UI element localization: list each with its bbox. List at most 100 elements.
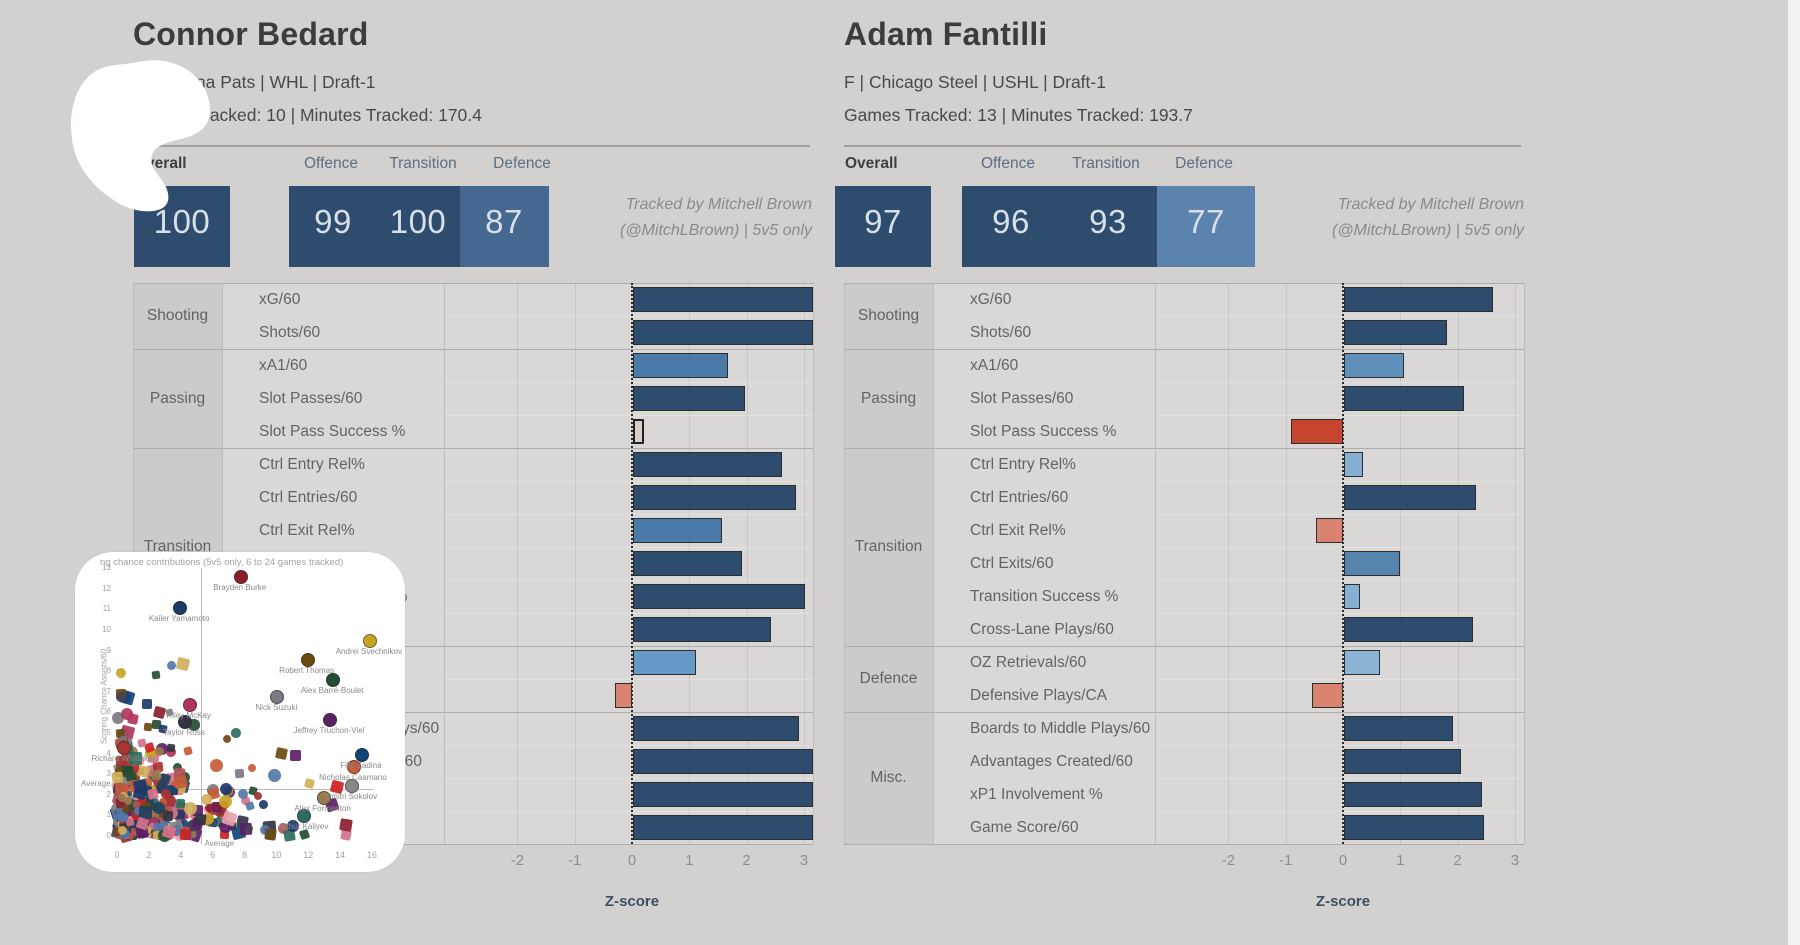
bar-bedard-ctrl-exit-rel-[interactable] xyxy=(633,518,722,543)
inset-player-point-andrei-svechnikov[interactable] xyxy=(362,634,377,649)
grid-line xyxy=(574,283,576,844)
bar-bedard-xg-60[interactable] xyxy=(633,287,814,312)
bar-fantilli-shots-60[interactable] xyxy=(1344,320,1448,345)
inset-player-point-alex-barr-boulet[interactable] xyxy=(326,673,341,688)
bar-fantilli-cross-lane-plays-60[interactable] xyxy=(1344,617,1473,642)
inset-scatter-marker xyxy=(151,670,161,680)
axis-tick-label: 0 xyxy=(1338,852,1348,869)
inset-scatter-marker xyxy=(111,771,125,784)
inset-scatter-marker xyxy=(183,746,193,756)
credit-text-left: Tracked by Mitchell Brown (@MitchLBrown)… xyxy=(562,192,812,244)
credit-line1-left: Tracked by Mitchell Brown xyxy=(625,196,812,213)
overall-score-left: 100 xyxy=(153,203,211,240)
stat-label: xG/60 xyxy=(970,291,1012,308)
row-separator xyxy=(1155,514,1524,515)
inset-player-point-filip-zadina[interactable] xyxy=(354,747,369,762)
bar-bedard-game-score-60[interactable] xyxy=(633,815,814,840)
inset-player-point-riley-mckay[interactable] xyxy=(182,698,197,713)
inset-player-point-nick-suzuki[interactable] xyxy=(270,689,285,704)
section-divider xyxy=(844,349,1524,350)
bar-bedard-oz-retrievals-60[interactable] xyxy=(633,650,697,675)
stat-label: Slot Passes/60 xyxy=(259,390,363,407)
bar-bedard-ctrl-exits-60[interactable] xyxy=(633,551,742,576)
bar-bedard-transition-success-[interactable] xyxy=(633,584,805,609)
scoring-chance-scatter-inset[interactable]: ng chance contributions (5v5 only, 6 to … xyxy=(75,552,405,872)
bar-fantilli-advantages-created-60[interactable] xyxy=(1344,749,1462,774)
bar-bedard-ctrl-entry-rel-[interactable] xyxy=(633,452,782,477)
bar-fantilli-transition-success-[interactable] xyxy=(1344,584,1361,609)
bar-fantilli-ctrl-exits-60[interactable] xyxy=(1344,551,1401,576)
inset-scatter-marker xyxy=(175,657,191,672)
inset-player-label: Nick Suzuki xyxy=(255,702,298,712)
bar-fantilli-boards-to-middle-plays-60[interactable] xyxy=(1344,716,1453,741)
bar-fantilli-xa1-60[interactable] xyxy=(1344,353,1405,378)
inset-scatter-marker xyxy=(153,822,162,832)
inset-scatter-marker xyxy=(253,791,262,801)
header-divider-right xyxy=(844,145,1521,147)
stat-label: Boards to Middle Plays/60 xyxy=(970,720,1151,737)
grid-line xyxy=(1514,283,1516,844)
bar-bedard-boards-to-middle-plays-60[interactable] xyxy=(633,716,800,741)
axis-tick-label: 1 xyxy=(685,852,694,869)
axis-tick-label: 1 xyxy=(1396,852,1405,869)
inset-player-point-alex-formenton[interactable] xyxy=(316,790,331,805)
bar-fantilli-game-score-60[interactable] xyxy=(1344,815,1485,840)
bar-fantilli-xg-60[interactable] xyxy=(1344,287,1493,312)
inset-y-tick: 12 xyxy=(102,583,111,593)
bar-fantilli-slot-pass-success-[interactable] xyxy=(1291,419,1343,444)
inset-x-tick: 10 xyxy=(271,850,282,860)
inset-player-point-brayden-burke[interactable] xyxy=(233,570,248,585)
inset-player-label: Dmitri Sokolov xyxy=(325,791,378,801)
bar-fantilli-oz-retrievals-60[interactable] xyxy=(1344,650,1381,675)
inset-player-point-dmitri-sokolov[interactable] xyxy=(345,778,360,793)
inset-x-tick: 16 xyxy=(367,850,378,860)
inset-player-point-arthur-kaliyev[interactable] xyxy=(297,809,312,824)
column-border xyxy=(1524,283,1525,844)
inset-x-tick: 12 xyxy=(303,850,314,860)
bar-bedard-advantages-created-60[interactable] xyxy=(633,749,814,774)
bar-bedard-xa1-60[interactable] xyxy=(633,353,728,378)
bar-fantilli-ctrl-entry-rel-[interactable] xyxy=(1344,452,1363,477)
stat-label: Advantages Created/60 xyxy=(970,753,1133,770)
bar-bedard-shots-60[interactable] xyxy=(633,320,814,345)
axis-tick-label: -2 xyxy=(510,852,525,869)
bar-fantilli-ctrl-entries-60[interactable] xyxy=(1344,485,1476,510)
bar-bedard-slot-passes-60[interactable] xyxy=(633,386,745,411)
row-separator xyxy=(1155,316,1524,317)
section-divider xyxy=(844,844,1524,845)
stat-label: OZ Retrievals/60 xyxy=(970,654,1087,671)
inset-player-point-jeffrey-truchon-viel[interactable] xyxy=(323,712,337,727)
inset-player-point-nicholas-caamano[interactable] xyxy=(346,759,361,774)
bar-fantilli-ctrl-exit-rel-[interactable] xyxy=(1316,518,1343,543)
bar-fantilli-xp1-involvement-[interactable] xyxy=(1344,782,1482,807)
inset-player-point-richard-whittaker[interactable] xyxy=(117,741,132,756)
bar-fantilli-defensive-plays-ca[interactable] xyxy=(1312,683,1343,708)
offence-score-left: 99 xyxy=(314,203,352,240)
bar-bedard-ctrl-entries-60[interactable] xyxy=(633,485,797,510)
stat-label: Slot Passes/60 xyxy=(970,390,1074,407)
axis-tick-label: 2 xyxy=(742,852,751,869)
row-separator xyxy=(444,613,813,614)
score-header-offence-left: Offence xyxy=(303,155,359,172)
inset-player-point-kailer-yamamoto[interactable] xyxy=(173,601,188,616)
bar-bedard-cross-lane-plays-60[interactable] xyxy=(633,617,771,642)
offence-transition-score-box-left xyxy=(289,186,460,267)
inset-y-tick: 10 xyxy=(102,625,111,634)
inset-scatter-marker xyxy=(230,727,242,738)
inset-y-tick: 6 xyxy=(106,707,111,717)
inset-x-tick: 4 xyxy=(178,850,184,860)
stat-label: Cross-Lane Plays/60 xyxy=(970,621,1114,638)
bar-bedard-defensive-plays-ca[interactable] xyxy=(614,683,632,708)
score-header-defence-right: Defence xyxy=(1175,155,1233,172)
stat-label: Game Score/60 xyxy=(970,819,1079,836)
inset-player-label: Brayden Burke xyxy=(213,583,267,593)
overall-score-right: 97 xyxy=(864,203,902,240)
inset-x-tick: 2 xyxy=(146,850,152,860)
section-label-misc: Misc. xyxy=(870,769,907,786)
inset-player-point-taylor-ross[interactable] xyxy=(177,714,192,729)
bar-bedard-slot-pass-success-[interactable] xyxy=(633,419,645,444)
bar-bedard-xp1-involvement-[interactable] xyxy=(633,782,814,807)
inset-player-point-robert-thomas[interactable] xyxy=(300,652,315,667)
white-blob-artifact xyxy=(70,60,210,212)
bar-fantilli-slot-passes-60[interactable] xyxy=(1344,386,1465,411)
